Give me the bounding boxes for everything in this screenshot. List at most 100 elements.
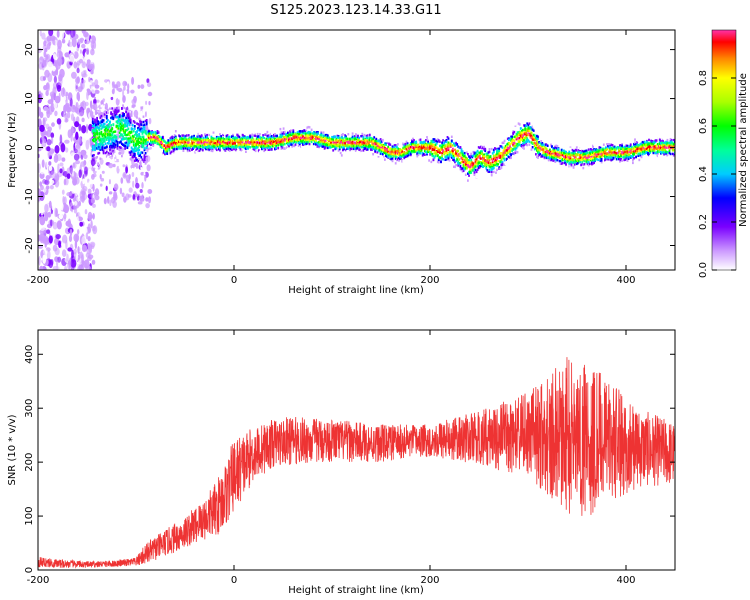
heatmap-noise-cell bbox=[87, 242, 91, 250]
heatmap-ridge-cell bbox=[101, 141, 104, 145]
heatmap-cell bbox=[122, 89, 125, 98]
heatmap-ridge-cell bbox=[193, 137, 195, 140]
heatmap-ridge-cell bbox=[166, 141, 169, 144]
heatmap-ridge-cell bbox=[346, 132, 349, 135]
heatmap-ridge-cell bbox=[401, 152, 404, 155]
heatmap-noise-cell bbox=[42, 235, 49, 243]
heatmap-ridge-cell bbox=[269, 139, 272, 143]
heatmap-ridge-cell bbox=[466, 161, 468, 165]
heatmap-ridge-cell bbox=[165, 146, 167, 150]
heatmap-ridge-cell bbox=[483, 148, 485, 151]
heatmap-ridge-cell bbox=[137, 127, 139, 130]
heatmap-ridge-cell bbox=[452, 158, 454, 161]
heatmap-ridge-cell bbox=[132, 130, 135, 133]
heatmap-ridge-cell bbox=[115, 125, 118, 128]
heatmap-noise-cell bbox=[44, 203, 49, 213]
heatmap-ridge-cell bbox=[418, 149, 421, 153]
heatmap-ridge-cell bbox=[171, 137, 174, 140]
heatmap-ridge-cell bbox=[107, 134, 109, 137]
heatmap-ridge-cell bbox=[187, 146, 190, 150]
heatmap-ridge-cell bbox=[139, 141, 142, 145]
heatmap-ridge-cell bbox=[238, 143, 241, 146]
heatmap-ridge-cell bbox=[368, 145, 371, 148]
heatmap-ridge-cell bbox=[436, 154, 439, 157]
heatmap-ridge-cell bbox=[488, 156, 491, 159]
heatmap-ridge-cell bbox=[225, 149, 228, 152]
heatmap-ridge-cell bbox=[344, 142, 346, 145]
heatmap-noise-cell bbox=[63, 112, 66, 122]
heatmap-ridge-cell bbox=[427, 138, 429, 141]
heatmap-ridge-cell bbox=[450, 156, 453, 159]
heatmap-ridge-cell bbox=[155, 139, 158, 143]
heatmap-ridge-cell bbox=[149, 134, 151, 137]
heatmap-ridge-cell bbox=[110, 146, 112, 149]
heatmap-ridge-cell bbox=[287, 134, 289, 138]
heatmap-ridge-cell bbox=[357, 138, 359, 141]
heatmap-ridge-cell bbox=[511, 135, 513, 138]
heatmap-ridge-cell bbox=[324, 137, 327, 140]
heatmap-ridge-cell bbox=[198, 149, 201, 152]
heatmap-ridge-cell bbox=[96, 156, 98, 159]
heatmap-ridge-cell bbox=[271, 138, 274, 142]
heatmap-ridge-cell bbox=[416, 152, 419, 156]
heatmap-ridge-cell bbox=[420, 149, 423, 152]
heatmap-noise-cell bbox=[87, 256, 92, 261]
heatmap-ridge-cell bbox=[102, 138, 105, 141]
heatmap-ridge-cell bbox=[267, 148, 270, 152]
heatmap-ridge-cell bbox=[197, 140, 200, 143]
heatmap-ridge-cell bbox=[439, 140, 441, 143]
heatmap-ridge-cell bbox=[307, 134, 310, 137]
heatmap-ridge-cell bbox=[443, 144, 446, 147]
heatmap-ridge-cell bbox=[96, 125, 98, 129]
heatmap-ridge-cell bbox=[523, 144, 525, 147]
heatmap-ridge-cell bbox=[444, 158, 447, 161]
heatmap-ridge-cell bbox=[381, 157, 384, 161]
heatmap-ridge-cell bbox=[384, 158, 386, 161]
heatmap-ridge-cell bbox=[357, 134, 359, 138]
heatmap-noise-cell bbox=[53, 53, 57, 60]
heatmap-ridge-cell bbox=[399, 157, 401, 161]
heatmap-ridge-cell bbox=[421, 154, 424, 157]
heatmap-ridge-cell bbox=[199, 135, 202, 139]
heatmap-ridge-cell bbox=[252, 144, 255, 148]
heatmap-ridge-cell bbox=[406, 157, 409, 160]
heatmap-ridge-cell bbox=[129, 136, 132, 139]
heatmap-ridge-cell bbox=[523, 136, 525, 139]
heatmap-ridge-cell bbox=[473, 164, 476, 168]
heatmap-ridge-cell bbox=[182, 149, 185, 152]
heatmap-ridge-cell bbox=[401, 148, 404, 152]
heatmap-ridge-cell bbox=[303, 141, 305, 144]
heatmap-ridge-cell bbox=[181, 140, 184, 143]
heatmap-ridge-cell bbox=[458, 162, 461, 166]
heatmap-ridge-cell bbox=[531, 142, 534, 145]
heatmap-ridge-cell bbox=[212, 146, 215, 149]
heatmap-noise-cell bbox=[50, 171, 56, 179]
heatmap-noise-cell bbox=[76, 183, 82, 191]
heatmap-ridge-cell bbox=[478, 154, 481, 157]
heatmap-ridge-cell bbox=[458, 153, 461, 156]
heatmap-ridge-cell bbox=[279, 134, 282, 137]
heatmap-ridge-cell bbox=[377, 136, 380, 139]
heatmap-ridge-cell bbox=[240, 140, 243, 143]
heatmap-ridge-cell bbox=[282, 140, 285, 143]
heatmap-ridge-cell bbox=[252, 152, 255, 155]
heatmap-ridge-cell bbox=[221, 139, 224, 142]
heatmap-ridge-cell bbox=[224, 146, 227, 149]
heatmap-noise-cell bbox=[54, 207, 57, 218]
heatmap-ridge-cell bbox=[127, 140, 130, 143]
heatmap-ridge-cell bbox=[243, 135, 246, 138]
heatmap-ridge-cell bbox=[157, 131, 160, 134]
heatmap-ridge-cell bbox=[528, 132, 531, 136]
heatmap-ridge-cell bbox=[331, 131, 333, 134]
heatmap-ridge-cell bbox=[541, 146, 544, 149]
heatmap-ridge-cell bbox=[111, 132, 114, 135]
heatmap-ridge-cell bbox=[423, 140, 426, 143]
heatmap-ridge-cell bbox=[432, 140, 435, 144]
heatmap-ridge-cell bbox=[199, 143, 202, 146]
heatmap-ridge-cell bbox=[279, 127, 282, 131]
heatmap-ridge-cell bbox=[186, 144, 189, 147]
heatmap-ridge-cell bbox=[127, 112, 130, 115]
heatmap-ridge-cell bbox=[544, 151, 547, 154]
heatmap-ridge-cell bbox=[378, 143, 381, 146]
heatmap-ridge-cell bbox=[143, 123, 146, 126]
